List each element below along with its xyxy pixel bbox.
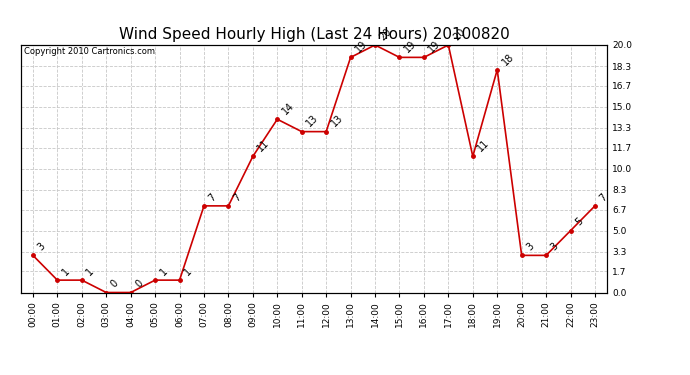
Text: 14: 14	[280, 101, 296, 117]
Text: 3: 3	[549, 241, 560, 253]
Text: 11: 11	[255, 138, 271, 154]
Text: 19: 19	[402, 39, 418, 55]
Text: 1: 1	[182, 266, 194, 278]
Title: Wind Speed Hourly High (Last 24 Hours) 20100820: Wind Speed Hourly High (Last 24 Hours) 2…	[119, 27, 509, 42]
Text: 1: 1	[158, 266, 169, 278]
Text: 0: 0	[109, 278, 121, 290]
Text: 20: 20	[378, 26, 393, 42]
Text: 13: 13	[329, 113, 345, 129]
Text: 19: 19	[426, 39, 442, 55]
Text: 1: 1	[60, 266, 72, 278]
Text: 18: 18	[500, 51, 515, 67]
Text: 3: 3	[524, 241, 536, 253]
Text: 5: 5	[573, 216, 585, 228]
Text: 19: 19	[353, 39, 369, 55]
Text: 7: 7	[598, 192, 609, 203]
Text: 3: 3	[36, 241, 47, 253]
Text: 7: 7	[231, 192, 243, 203]
Text: 1: 1	[85, 266, 96, 278]
Text: 20: 20	[451, 26, 467, 42]
Text: Copyright 2010 Cartronics.com: Copyright 2010 Cartronics.com	[23, 48, 155, 57]
Text: 11: 11	[475, 138, 491, 154]
Text: 0: 0	[133, 278, 145, 290]
Text: 13: 13	[304, 113, 320, 129]
Text: 7: 7	[207, 192, 218, 203]
